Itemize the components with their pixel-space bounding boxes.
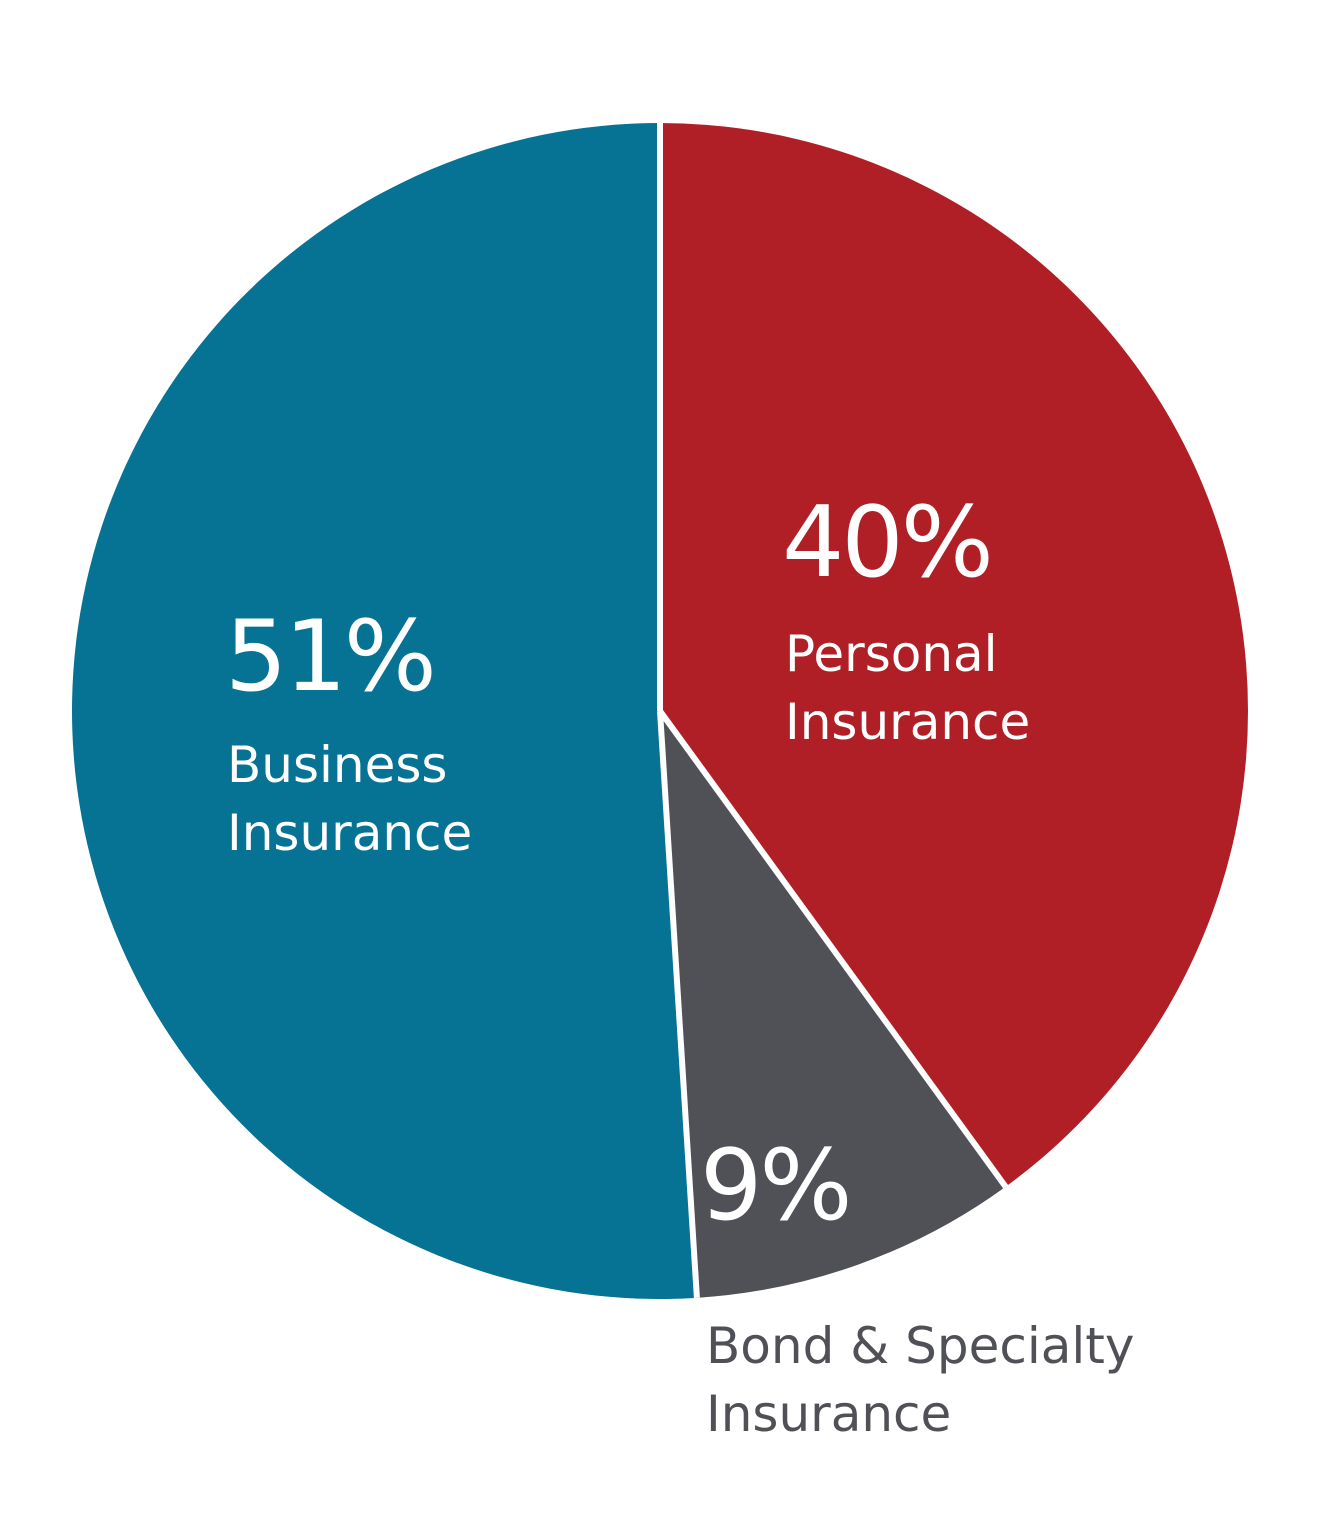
pie-slice-personal-insurance xyxy=(660,123,1248,1187)
slice-label-business-insurance-line2: Insurance xyxy=(227,804,472,862)
slice-label-bond-specialty-insurance-line1: Bond & Specialty xyxy=(706,1317,1134,1375)
slice-separator-1 xyxy=(657,709,1009,1189)
slice-value-business-insurance: 51% xyxy=(225,600,434,714)
slice-label-personal-insurance-line2: Insurance xyxy=(785,693,1030,751)
slice-label-personal-insurance-line1: Personal xyxy=(785,625,998,683)
slice-separators xyxy=(657,123,1009,1299)
slice-label-business-insurance-line1: Business xyxy=(227,736,447,794)
pie-slice-business-insurance xyxy=(71,123,697,1299)
slice-label-bond-specialty-insurance-line2: Insurance xyxy=(706,1385,951,1443)
pie-slices xyxy=(71,123,1248,1299)
slice-value-bond-specialty-insurance: 9% xyxy=(700,1129,849,1243)
slice-separator-2 xyxy=(657,710,700,1299)
slice-value-personal-insurance: 40% xyxy=(782,486,991,600)
pie-slice-bond-specialty-insurance xyxy=(660,711,1006,1298)
